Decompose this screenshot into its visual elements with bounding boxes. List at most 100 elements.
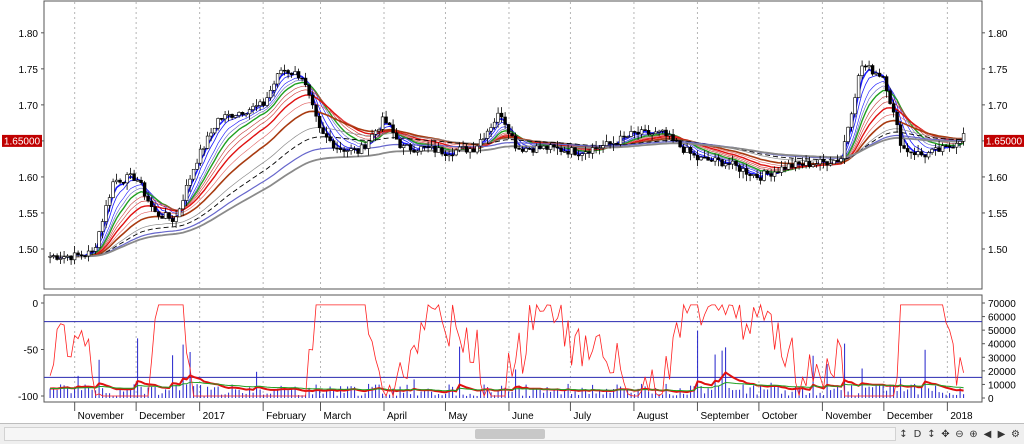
play-left-icon[interactable]: ◀ — [983, 428, 992, 440]
candle-body — [849, 113, 854, 128]
y-tick-label: 1.50 — [988, 245, 1008, 256]
volume-average-line-2 — [50, 381, 964, 392]
candle-body — [240, 112, 245, 115]
candle-body — [811, 164, 815, 167]
y-tick-label: 1.75 — [19, 65, 39, 76]
zoom-out-icon[interactable]: ⊖ — [955, 428, 964, 440]
arrow-up-down-2-icon[interactable]: ↕ — [927, 428, 936, 440]
candle-body — [870, 65, 875, 75]
price-panel[interactable] — [43, 0, 983, 290]
candle-body — [69, 255, 73, 261]
osc-y-tick-label: -100 — [18, 392, 38, 403]
candle-body — [237, 112, 241, 116]
candle-body — [730, 160, 735, 165]
candle-body — [177, 208, 182, 218]
candle-body — [657, 130, 661, 133]
candle-body — [223, 114, 227, 120]
candle-body — [293, 71, 297, 75]
x-tick-label: 2018 — [950, 411, 973, 422]
candle-body — [149, 200, 154, 207]
scroll-thumb[interactable] — [475, 429, 545, 439]
oscillator-panel[interactable] — [43, 294, 983, 403]
chart-canvas[interactable]: November December 2017 February March April Ma… — [0, 0, 1024, 423]
candle-body — [380, 116, 385, 130]
candle-body — [475, 145, 479, 153]
candle-body — [912, 152, 917, 156]
horizontal-scrollbar[interactable]: ↕ D ↕ ✥ ⊖ ⊕ ◀ ▶ ⚙ — [0, 423, 1024, 444]
candle-body — [737, 165, 742, 172]
candle-body — [534, 145, 539, 153]
candle-body — [611, 143, 616, 145]
candle-body — [538, 145, 542, 149]
candle-body — [713, 157, 717, 162]
candle-body — [699, 156, 703, 161]
x-tick-label: March — [324, 411, 352, 422]
zoom-in-icon[interactable]: ⊕ — [969, 428, 978, 440]
candle-body — [825, 161, 829, 166]
candle-body — [135, 179, 140, 182]
move-icon[interactable]: ✥ — [941, 428, 950, 440]
candle-body — [923, 154, 927, 158]
candle-body — [447, 154, 451, 157]
candle-body — [835, 160, 840, 163]
candle-body — [951, 146, 955, 149]
candle-body — [492, 121, 497, 128]
candle-body — [468, 148, 472, 153]
candle-body — [454, 149, 458, 156]
candle-body — [646, 130, 651, 135]
candle-body — [331, 140, 336, 149]
candle-body — [485, 130, 490, 139]
candle-body — [510, 133, 514, 137]
play-right-icon[interactable]: ▶ — [997, 428, 1006, 440]
candle-body — [317, 115, 322, 129]
settings-icon[interactable]: ⚙ — [1011, 428, 1020, 440]
candle-body — [398, 138, 402, 148]
candle-body — [111, 181, 115, 198]
candle-body — [328, 136, 332, 142]
candle-body — [821, 159, 826, 162]
candle-body — [503, 116, 507, 125]
candle-body — [429, 145, 434, 148]
volume-y-tick-label: 20000 — [988, 367, 1016, 378]
x-tick-label: November — [825, 411, 872, 422]
candle-body — [506, 124, 511, 134]
candle-body — [790, 163, 794, 168]
candle-body — [373, 130, 378, 135]
candle-body — [128, 173, 133, 176]
scroll-track[interactable] — [4, 427, 896, 441]
candle-body — [916, 151, 920, 156]
candle-body — [230, 113, 234, 118]
candle-body — [832, 160, 836, 165]
candle-body — [461, 146, 465, 148]
candle-body — [289, 72, 294, 75]
candle-body — [818, 159, 822, 165]
candle-body — [776, 171, 780, 174]
candle-body — [783, 166, 787, 170]
candle-body — [748, 174, 752, 176]
candle-body — [800, 163, 805, 166]
candle-body — [272, 83, 276, 91]
arrow-up-down-icon[interactable]: ↕ — [899, 428, 908, 440]
candle-body — [83, 255, 87, 257]
candle-body — [629, 131, 633, 137]
candle-body — [345, 150, 350, 152]
candle-body — [692, 153, 696, 156]
candle-body — [310, 94, 315, 106]
candle-body — [961, 133, 966, 142]
candle-body — [860, 65, 864, 76]
oscillator-line — [49, 303, 964, 398]
daily-period-icon[interactable]: D — [913, 428, 922, 440]
candle-body — [170, 218, 175, 222]
candle-body — [797, 161, 801, 165]
y-tick-label: 1.50 — [19, 245, 39, 256]
candle-body — [279, 69, 283, 75]
volume-y-tick-label: 50000 — [988, 326, 1016, 337]
candle-body — [891, 103, 896, 113]
candle-body — [132, 173, 136, 181]
osc-y-tick-label: 0 — [32, 299, 38, 310]
candle-body — [814, 163, 819, 166]
candle-body — [58, 258, 63, 260]
candle-body — [48, 255, 52, 258]
candle-body — [300, 77, 304, 80]
candle-body — [933, 147, 938, 150]
